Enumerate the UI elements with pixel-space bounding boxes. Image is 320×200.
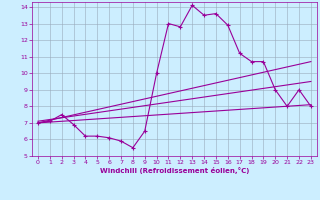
X-axis label: Windchill (Refroidissement éolien,°C): Windchill (Refroidissement éolien,°C) [100,167,249,174]
